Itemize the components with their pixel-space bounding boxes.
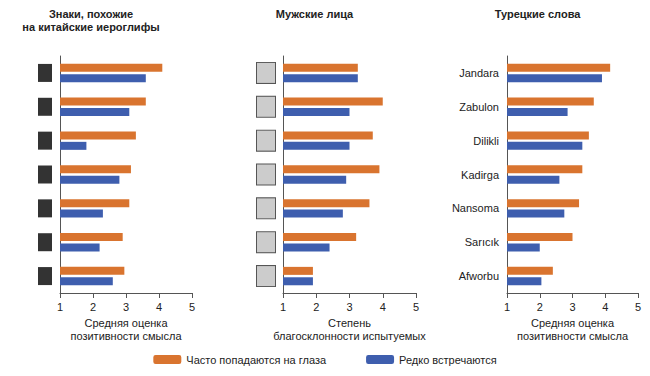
svg-text:Редко встречаются: Редко встречаются bbox=[399, 354, 497, 366]
svg-text:4: 4 bbox=[380, 301, 386, 313]
svg-text:5: 5 bbox=[413, 301, 419, 313]
svg-text:3: 3 bbox=[123, 301, 129, 313]
svg-text:Степень: Степень bbox=[328, 317, 371, 329]
svg-text:Часто попадаются на глаза: Часто попадаются на глаза bbox=[186, 354, 327, 366]
svg-text:Турецкие слова: Турецкие слова bbox=[495, 8, 582, 20]
svg-text:благосклонности испытуемых: благосклонности испытуемых bbox=[273, 330, 426, 342]
svg-text:1: 1 bbox=[280, 301, 286, 313]
svg-text:позитивности смысла: позитивности смысла bbox=[70, 330, 182, 342]
svg-text:Средняя оценка: Средняя оценка bbox=[531, 317, 615, 329]
svg-text:3: 3 bbox=[569, 301, 575, 313]
svg-text:на китайские иероглифы: на китайские иероглифы bbox=[22, 21, 159, 33]
svg-text:Kadirga: Kadirga bbox=[461, 169, 500, 181]
svg-text:2: 2 bbox=[313, 301, 319, 313]
svg-text:Dilikli: Dilikli bbox=[473, 135, 499, 147]
svg-text:3: 3 bbox=[346, 301, 352, 313]
svg-text:Nansoma: Nansoma bbox=[452, 202, 500, 214]
svg-text:Jandara: Jandara bbox=[459, 67, 500, 79]
svg-text:4: 4 bbox=[602, 301, 608, 313]
svg-text:4: 4 bbox=[156, 301, 162, 313]
svg-text:2: 2 bbox=[90, 301, 96, 313]
svg-text:5: 5 bbox=[635, 301, 641, 313]
svg-text:2: 2 bbox=[537, 301, 543, 313]
svg-text:1: 1 bbox=[57, 301, 63, 313]
svg-text:Мужские лица: Мужские лица bbox=[276, 8, 354, 20]
svg-text:Zabulon: Zabulon bbox=[459, 101, 499, 113]
svg-text:Sarıcık: Sarıcık bbox=[465, 236, 500, 248]
svg-text:позитивности смысла: позитивности смысла bbox=[517, 330, 629, 342]
svg-text:Знаки, похожие: Знаки, похожие bbox=[49, 8, 133, 20]
svg-text:Средняя оценка: Средняя оценка bbox=[84, 317, 168, 329]
svg-text:Afworbu: Afworbu bbox=[459, 270, 499, 282]
svg-text:1: 1 bbox=[504, 301, 510, 313]
svg-text:5: 5 bbox=[189, 301, 195, 313]
